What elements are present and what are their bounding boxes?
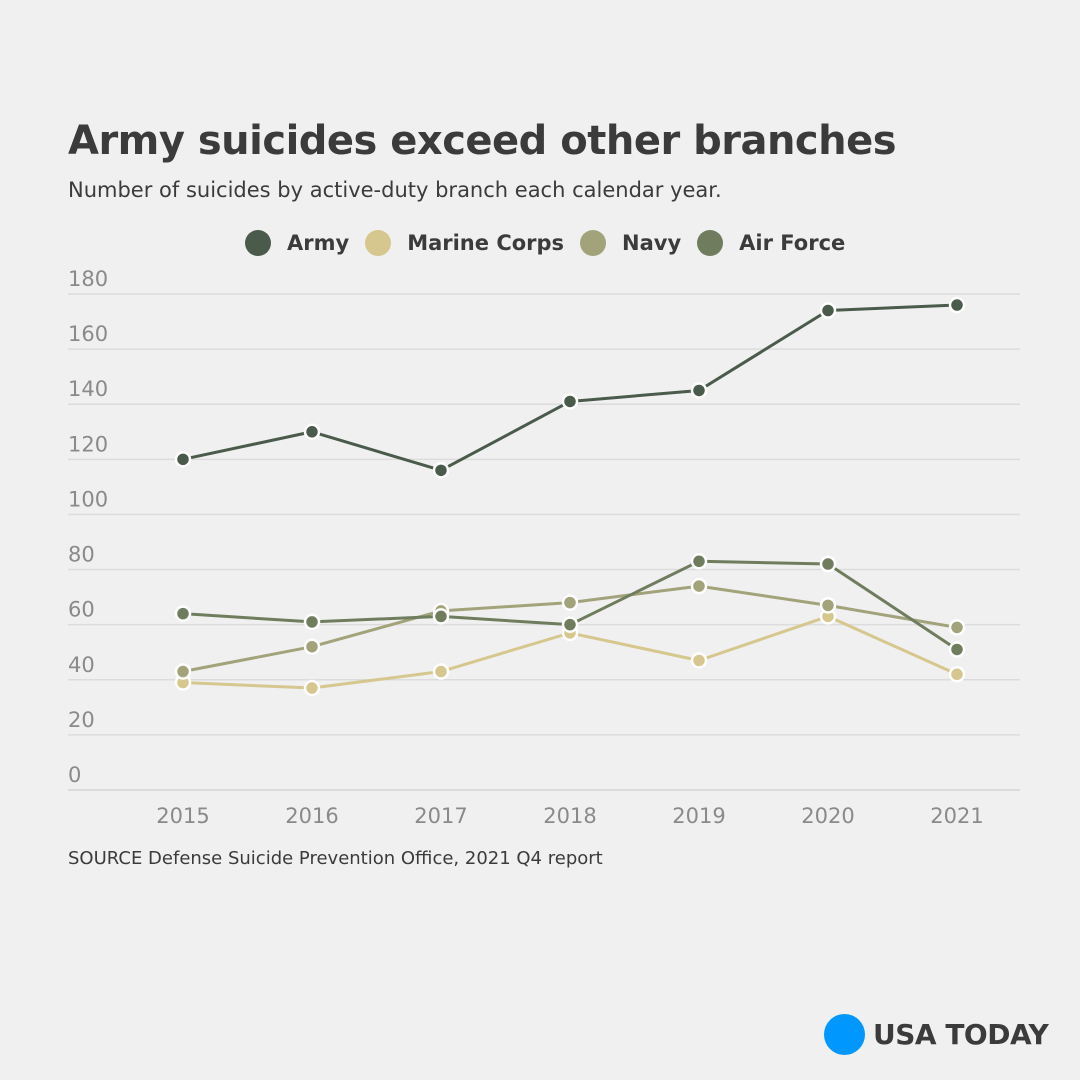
legend-item-air-force: Air Force [697, 230, 845, 256]
brand-name: USA TODAY [873, 1018, 1049, 1051]
x-tick-label: 2020 [801, 804, 854, 828]
x-tick-label: 2018 [543, 804, 596, 828]
data-point-navy-2016 [303, 638, 321, 655]
legend-item-army: Army [245, 230, 349, 256]
x-tick-label: 2019 [672, 804, 725, 828]
y-tick-label: 100 [68, 487, 108, 511]
x-tick-label: 2021 [930, 804, 983, 828]
y-tick-label: 60 [68, 598, 95, 622]
data-point-marine-corps-2016 [303, 679, 321, 697]
legend: Army Marine Corps Navy Air Force [245, 230, 861, 256]
data-point-air-force-2017 [432, 608, 450, 625]
brand-logo: USA TODAY [824, 1014, 1049, 1055]
data-point-marine-corps-2017 [432, 663, 450, 680]
legend-marker-navy [580, 230, 607, 256]
y-tick-label: 160 [68, 322, 108, 346]
data-point-army-2020 [819, 302, 837, 319]
legend-label-air-force: Air Force [739, 231, 846, 255]
y-tick-label: 0 [68, 763, 81, 787]
legend-marker-army [245, 230, 271, 256]
data-point-navy-2015 [174, 663, 192, 680]
legend-label-navy: Navy [622, 231, 682, 255]
data-point-navy-2021 [948, 619, 966, 636]
legend-label-marine-corps: Marine Corps [407, 231, 565, 255]
data-point-navy-2018 [561, 594, 579, 611]
data-point-navy-2020 [819, 597, 837, 614]
y-tick-label: 80 [68, 543, 95, 567]
x-tick-label: 2015 [156, 804, 209, 828]
data-point-navy-2019 [690, 577, 708, 595]
y-tick-label: 120 [68, 432, 108, 456]
y-tick-label: 40 [68, 653, 95, 677]
data-point-army-2019 [690, 382, 708, 399]
data-point-army-2016 [303, 423, 321, 441]
series-line-army [182, 303, 958, 472]
data-point-air-force-2015 [174, 605, 192, 622]
chart-title: Army suicides exceed other branches [68, 118, 897, 164]
data-point-marine-corps-2021 [948, 666, 966, 683]
x-tick-label: 2016 [285, 804, 338, 828]
data-point-air-force-2021 [948, 641, 966, 658]
legend-marker-marine-corps [365, 230, 392, 256]
y-tick-label: 180 [68, 267, 108, 291]
x-tick-label: 2017 [414, 804, 467, 828]
data-point-air-force-2018 [561, 616, 579, 633]
data-point-air-force-2020 [819, 555, 837, 573]
usa-today-dot-icon [824, 1014, 865, 1055]
legend-item-navy: Navy [580, 230, 681, 256]
data-point-army-2021 [948, 296, 966, 314]
data-point-army-2015 [174, 451, 192, 468]
chart-subtitle: Number of suicides by active-duty branch… [68, 178, 722, 202]
y-tick-label: 20 [68, 708, 95, 732]
data-point-air-force-2016 [303, 613, 321, 631]
y-tick-label: 140 [68, 377, 108, 401]
data-point-air-force-2019 [690, 553, 708, 570]
data-point-army-2017 [432, 462, 450, 479]
data-point-marine-corps-2019 [690, 652, 708, 669]
data-point-army-2018 [561, 393, 579, 410]
legend-label-army: Army [287, 231, 350, 255]
legend-marker-air-force [697, 230, 724, 256]
legend-item-marine-corps: Marine Corps [365, 230, 564, 256]
source-note: SOURCE Defense Suicide Prevention Office… [68, 848, 603, 869]
